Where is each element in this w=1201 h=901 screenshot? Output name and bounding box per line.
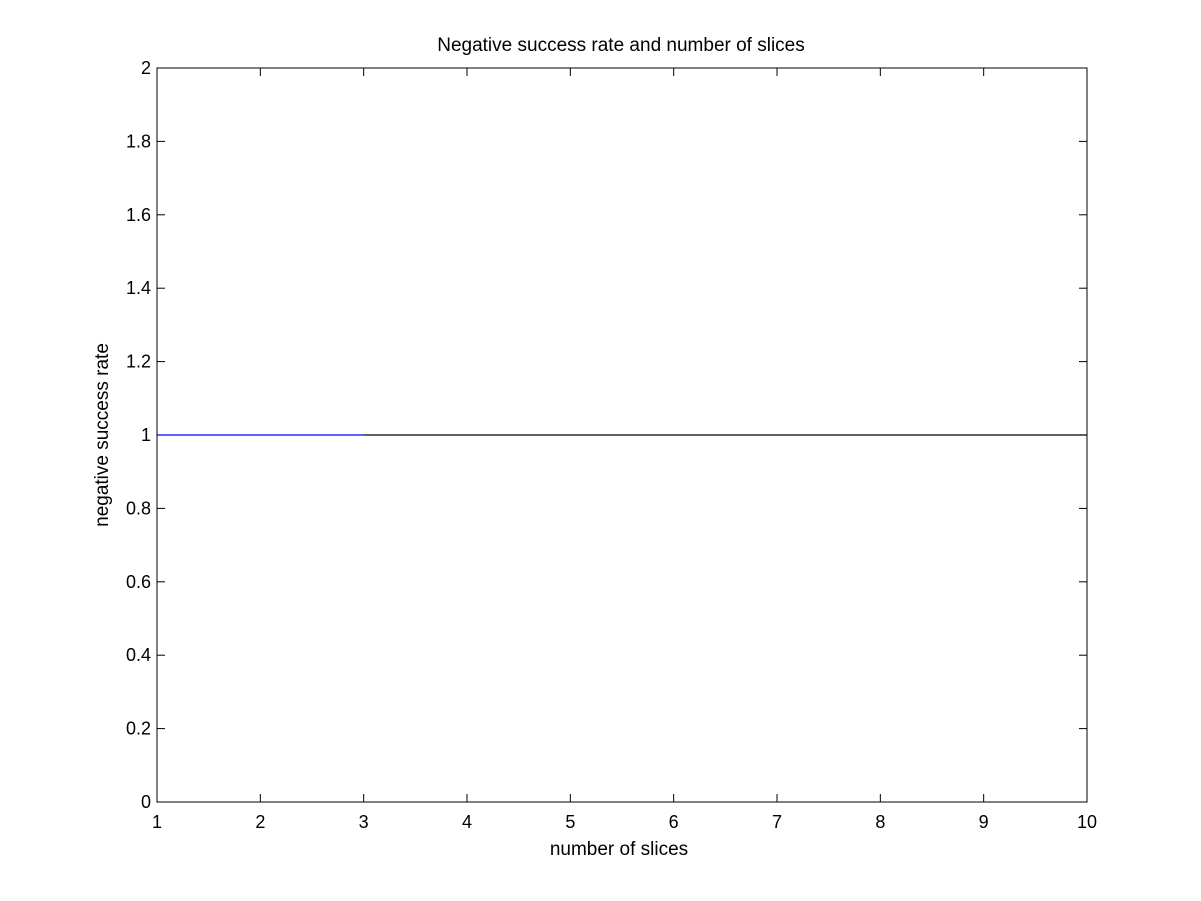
y-axis-label: negative success rate	[92, 343, 113, 527]
y-tick-label: 1.8	[126, 131, 151, 151]
x-axis-label: number of slices	[550, 839, 688, 860]
y-tick-label: 0.6	[126, 572, 151, 592]
x-tick-label: 5	[565, 812, 575, 832]
y-tick-label: 0	[141, 792, 151, 812]
x-tick-label: 6	[669, 812, 679, 832]
x-tick-label: 8	[875, 812, 885, 832]
y-tick-label: 0.8	[126, 498, 151, 518]
y-tick-label: 1	[141, 425, 151, 445]
plot-area: 1 2 3 4 5 6 7 8 9 10 0 0.2 0.4 0.6 0.8 1 1.2 1.4 1.6 1.8 2	[126, 58, 1097, 832]
ticks: 1 2 3 4 5 6 7 8 9 10 0 0.2 0.4 0.6 0.8 1 1.2 1.4 1.6 1.8 2	[126, 58, 1097, 832]
x-tick-label: 7	[772, 812, 782, 832]
y-tick-label: 1.6	[126, 205, 151, 225]
y-tick-label: 1.4	[126, 278, 151, 298]
y-tick-label: 0.4	[126, 645, 151, 665]
x-tick-label: 10	[1077, 812, 1097, 832]
y-tick-label: 2	[141, 58, 151, 78]
x-tick-label: 1	[152, 812, 162, 832]
x-tick-label: 9	[979, 812, 989, 832]
chart-title: Negative success rate and number of slic…	[437, 35, 805, 56]
y-tick-label: 0.2	[126, 719, 151, 739]
x-tick-label: 4	[462, 812, 472, 832]
x-tick-label: 3	[359, 812, 369, 832]
x-tick-label: 2	[255, 812, 265, 832]
y-tick-label: 1.2	[126, 352, 151, 372]
